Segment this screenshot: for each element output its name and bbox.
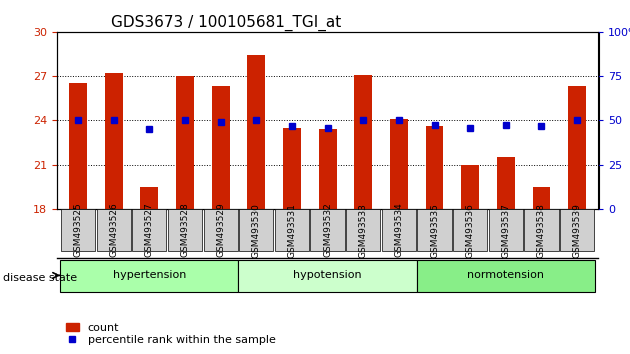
Text: GSM493532: GSM493532 — [323, 203, 332, 257]
Text: GSM493533: GSM493533 — [358, 202, 368, 258]
Text: GSM493529: GSM493529 — [216, 203, 225, 257]
Text: GDS3673 / 100105681_TGI_at: GDS3673 / 100105681_TGI_at — [111, 14, 341, 30]
Text: GSM493526: GSM493526 — [109, 203, 118, 257]
Bar — [390, 119, 408, 209]
Bar — [283, 128, 301, 209]
Bar — [354, 75, 372, 209]
Text: GSM493525: GSM493525 — [74, 203, 83, 257]
Bar — [568, 86, 586, 209]
Bar — [416, 260, 595, 292]
Text: hypertension: hypertension — [113, 270, 186, 280]
Bar — [61, 209, 95, 251]
Bar — [311, 209, 345, 251]
Bar — [489, 209, 523, 251]
Bar — [69, 84, 87, 209]
Bar — [239, 260, 416, 292]
Text: GSM493530: GSM493530 — [252, 202, 261, 258]
Bar — [497, 157, 515, 209]
Text: GSM493527: GSM493527 — [145, 203, 154, 257]
Bar — [96, 209, 131, 251]
Bar — [532, 187, 551, 209]
Bar — [346, 209, 381, 251]
Bar — [248, 56, 265, 209]
Bar — [461, 165, 479, 209]
Bar — [239, 209, 273, 251]
Bar — [132, 209, 166, 251]
Text: GSM493531: GSM493531 — [287, 202, 297, 258]
Bar — [212, 86, 229, 209]
Bar — [203, 209, 238, 251]
Bar — [426, 126, 444, 209]
Bar — [168, 209, 202, 251]
Bar — [176, 76, 194, 209]
Text: disease state: disease state — [3, 273, 77, 283]
Bar — [140, 187, 158, 209]
Bar — [453, 209, 487, 251]
Bar — [418, 209, 452, 251]
Text: GSM493538: GSM493538 — [537, 202, 546, 258]
Text: GSM493528: GSM493528 — [181, 203, 190, 257]
Bar — [105, 73, 123, 209]
Bar — [60, 260, 239, 292]
Text: GSM493537: GSM493537 — [501, 202, 510, 258]
Bar — [275, 209, 309, 251]
Text: GSM493536: GSM493536 — [466, 202, 474, 258]
Text: GSM493535: GSM493535 — [430, 202, 439, 258]
Legend: count, percentile rank within the sample: count, percentile rank within the sample — [62, 320, 279, 348]
Bar — [319, 129, 336, 209]
Bar — [524, 209, 559, 251]
Text: GSM493534: GSM493534 — [394, 203, 403, 257]
Bar — [560, 209, 594, 251]
Text: normotension: normotension — [467, 270, 544, 280]
Text: GSM493539: GSM493539 — [573, 202, 581, 258]
Text: hypotension: hypotension — [294, 270, 362, 280]
Bar — [382, 209, 416, 251]
